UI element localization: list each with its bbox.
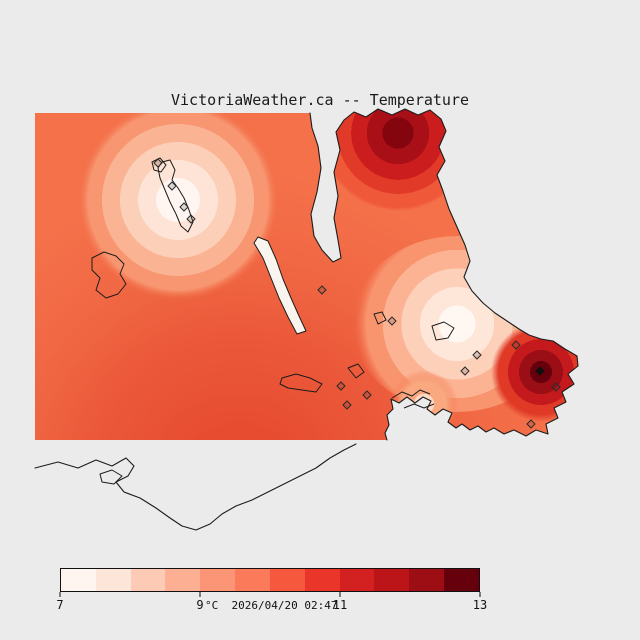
- colorbar-tick-label-7: 7: [56, 598, 64, 612]
- weather-station-marker: [511, 340, 521, 350]
- colorbar-cell: [130, 569, 166, 591]
- islet-outline: [373, 311, 387, 325]
- lagoon-outline-small: [347, 363, 365, 379]
- colorbar-cell: [165, 569, 201, 591]
- bay-outline-2: [403, 403, 435, 409]
- lake-outline-west: [157, 159, 194, 233]
- coastline-south-shore: [34, 443, 357, 531]
- weather-station-marker: [460, 366, 470, 376]
- weather-station-marker: [551, 382, 561, 392]
- colorbar-tick-label-11: 11: [332, 598, 348, 612]
- cool-spot-west: [78, 109, 278, 300]
- weather-station-marker: [472, 350, 482, 360]
- colorbar-tick-label-13: 13: [472, 598, 488, 612]
- colorbar-cell: [304, 569, 340, 591]
- weather-station-marker: [535, 366, 545, 376]
- temperature-field: [35, 109, 578, 440]
- weather-station-marker: [167, 181, 177, 191]
- lake-outline-east: [431, 321, 455, 341]
- colorbar-cell: [374, 569, 410, 591]
- inlet-water: [253, 236, 307, 335]
- colorbar-tick-label-9: 9: [196, 598, 204, 612]
- colorbar: [60, 568, 480, 592]
- hot-spot-north: [320, 109, 476, 211]
- units-datetime-caption: °C 2026/04/20 02:47: [205, 599, 338, 612]
- island-outline-west: [151, 157, 167, 173]
- coastline-main: [309, 108, 579, 441]
- weather-station-marker: [362, 390, 372, 400]
- basin-outline-southwest: [91, 251, 127, 299]
- weather-station-marker: [317, 285, 327, 295]
- spit-outline-south: [99, 469, 123, 485]
- cool-spot-south: [390, 370, 458, 438]
- weather-station-marker: [153, 158, 163, 168]
- weather-station-marker: [526, 419, 536, 429]
- colorbar-cell: [61, 569, 96, 591]
- weather-station-marker: [186, 214, 196, 224]
- map-title: VictoriaWeather.ca -- Temperature: [170, 91, 469, 109]
- weather-station-marker: [336, 381, 346, 391]
- colorbar-cell: [409, 569, 445, 591]
- weather-station-marker: [342, 400, 352, 410]
- colorbar-cell: [444, 569, 479, 591]
- bay-outline-1: [391, 389, 431, 399]
- colorbar-cell: [200, 569, 236, 591]
- station-markers: [153, 158, 561, 429]
- weather-station-marker: [179, 202, 189, 212]
- colorbar-cell: [269, 569, 305, 591]
- harbour-outline-south: [279, 373, 323, 393]
- weather-station-marker: [387, 316, 397, 326]
- colorbar-cell: [95, 569, 131, 591]
- colorbar-cell: [235, 569, 270, 591]
- colorbar-cell: [339, 569, 375, 591]
